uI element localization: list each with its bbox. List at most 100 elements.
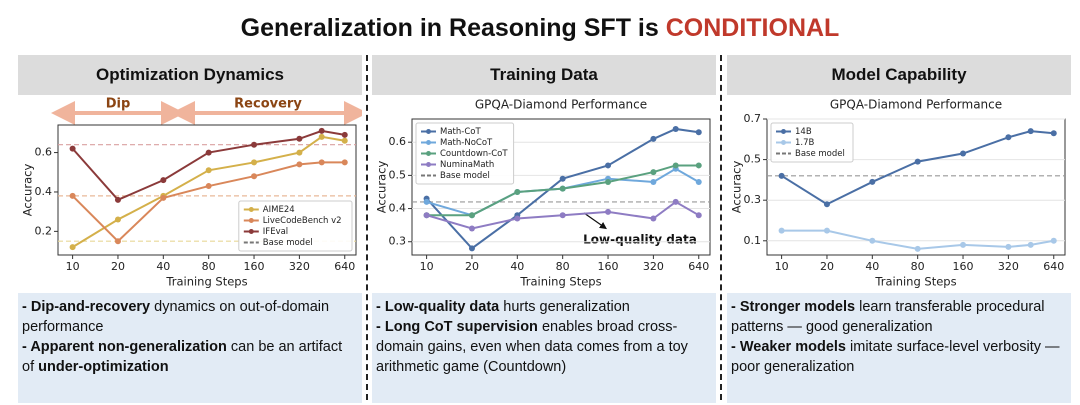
- data-point: [672, 125, 679, 132]
- data-point: [823, 201, 830, 208]
- annotation: Recovery: [234, 97, 302, 112]
- data-point: [296, 135, 303, 142]
- data-point: [514, 215, 521, 222]
- data-point: [114, 238, 121, 245]
- legend-label: NuminaMath: [440, 160, 494, 170]
- annotation: Low-quality data: [583, 233, 697, 247]
- y-tick-label: 0.5: [389, 168, 407, 181]
- data-point: [914, 158, 921, 165]
- x-tick-label: 640: [334, 260, 355, 273]
- bullet: - Long CoT supervision enables broad cro…: [376, 317, 712, 377]
- data-point: [251, 141, 258, 148]
- plot-frame: [57, 124, 357, 256]
- x-tick-label: 80: [911, 260, 925, 273]
- data-point: [650, 135, 657, 142]
- legend-label: LiveCodeBench v2: [263, 216, 342, 226]
- x-tick-label: 40: [510, 260, 524, 273]
- legend-box: [415, 122, 515, 185]
- x-tick-label: 160: [598, 260, 619, 273]
- legend-label: Base model: [795, 149, 845, 159]
- data-point: [1050, 130, 1057, 137]
- data-point: [559, 185, 566, 192]
- legend-label: IFEval: [263, 227, 288, 237]
- note-text: learn transferable procedural patterns —…: [731, 299, 1045, 335]
- x-tick-label: 320: [998, 260, 1019, 273]
- data-point: [650, 169, 657, 176]
- note-text: dynamics on out-of-domain performance: [22, 299, 330, 335]
- notes: - Stronger models learn transferable pro…: [727, 293, 1071, 403]
- data-point: [468, 212, 475, 219]
- series-line: [71, 161, 345, 243]
- x-tick-label: 640: [688, 260, 709, 273]
- data-point: [514, 188, 521, 195]
- note-text: - Weaker models: [731, 339, 846, 355]
- data-point: [296, 161, 303, 168]
- panel: Optimization Dynamics Dip Recovery 0.2 0.…: [18, 55, 368, 403]
- x-tick-label: 160: [953, 260, 974, 273]
- x-tick-label: 640: [1043, 260, 1064, 273]
- data-point: [559, 212, 566, 219]
- data-point: [1005, 243, 1012, 250]
- x-tick-label: 320: [289, 260, 310, 273]
- data-point: [468, 245, 475, 252]
- annotation: Dip: [106, 97, 131, 112]
- chart-title: GPQA-Diamond Performance: [830, 98, 1002, 112]
- panel-header: Model Capability: [727, 55, 1071, 95]
- data-point: [605, 179, 612, 186]
- x-tick-label: 80: [202, 260, 216, 273]
- y-axis-label: Accuracy: [730, 161, 744, 214]
- y-tick-label: 0.3: [389, 235, 407, 248]
- chart: Low-quality data GPQA-Diamond Performanc…: [375, 98, 711, 289]
- data-point: [778, 227, 785, 234]
- x-tick-label: 40: [156, 260, 170, 273]
- series-line: [426, 200, 700, 230]
- data-point: [605, 162, 612, 169]
- data-point: [960, 150, 967, 157]
- x-tick-label: 10: [420, 260, 434, 273]
- data-point: [423, 198, 430, 205]
- data-point: [1027, 128, 1034, 135]
- title-highlight: CONDITIONAL: [665, 14, 840, 42]
- data-point: [318, 133, 325, 140]
- note-text: - Long CoT supervision: [376, 319, 538, 335]
- legend-label: Base model: [440, 171, 490, 181]
- data-point: [914, 245, 921, 252]
- x-tick-label: 20: [820, 260, 834, 273]
- data-point: [114, 196, 121, 203]
- y-tick-label: 0.2: [35, 224, 53, 237]
- data-point: [869, 178, 876, 185]
- series-line: [781, 229, 1054, 250]
- y-tick-label: 0.5: [744, 153, 762, 166]
- legend-marker: [248, 218, 254, 223]
- data-point: [160, 194, 167, 201]
- x-tick-label: 20: [111, 260, 125, 273]
- series-line: [426, 164, 699, 217]
- legend-label: Base model: [263, 238, 313, 248]
- data-point: [251, 159, 258, 166]
- x-tick-label: 80: [556, 260, 570, 273]
- data-point: [205, 149, 212, 156]
- chart-title: GPQA-Diamond Performance: [475, 98, 647, 112]
- page-title: Generalization in Reasoning SFT is CONDI…: [0, 14, 1080, 43]
- data-point: [69, 145, 76, 152]
- data-point: [468, 225, 475, 232]
- y-tick-label: 0.4: [35, 185, 53, 198]
- panel-header: Training Data: [372, 55, 716, 95]
- x-axis-label: Training Steps: [874, 275, 956, 289]
- data-point: [559, 175, 566, 182]
- note-text: under-optimization: [38, 359, 169, 375]
- data-point: [695, 179, 702, 186]
- y-tick-label: 0.4: [389, 202, 407, 215]
- x-tick-label: 10: [66, 260, 80, 273]
- data-point: [650, 179, 657, 186]
- data-point: [205, 183, 212, 190]
- legend-marker: [248, 207, 254, 212]
- note-text: - Low-quality data: [376, 299, 500, 315]
- note-text: hurts generalization: [499, 299, 630, 315]
- data-point: [423, 212, 430, 219]
- panel-header: Optimization Dynamics: [18, 55, 362, 95]
- y-tick-label: 0.1: [744, 234, 762, 247]
- bullet: - Stronger models learn transferable pro…: [731, 297, 1067, 337]
- chart: GPQA-Diamond Performance 0.1 0.3 0.5 0.7 10 20…: [730, 98, 1066, 289]
- note-text: - Stronger models: [731, 299, 856, 315]
